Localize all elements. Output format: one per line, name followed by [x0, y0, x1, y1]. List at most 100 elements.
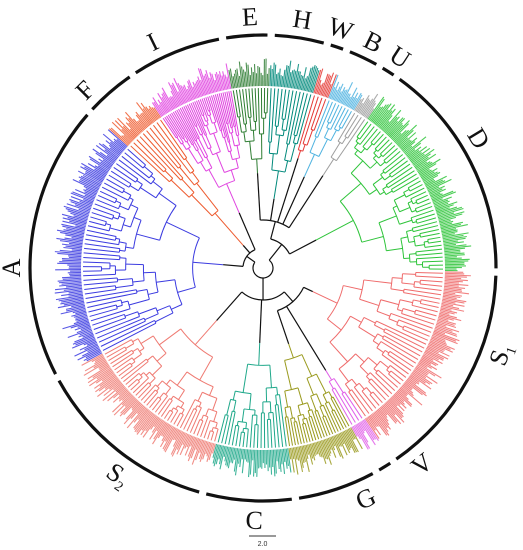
tree-branch [174, 110, 195, 145]
tree-branch [124, 152, 144, 169]
leaf-label-mark [211, 443, 216, 454]
leaf-label-mark [436, 321, 457, 329]
leaf-label-mark [250, 67, 254, 87]
tree-branch [377, 369, 399, 388]
tree-branch [198, 138, 209, 157]
leaf-label-mark [115, 384, 125, 393]
tree-branch [322, 394, 328, 403]
tree-branch [359, 365, 369, 375]
leaf-label-mark [252, 449, 256, 477]
leaf-label-mark [195, 438, 201, 450]
tree-branch [153, 124, 191, 174]
leaf-label-mark [54, 289, 83, 294]
leaf-label-mark [167, 82, 181, 107]
leaf-label-mark [392, 132, 402, 142]
tree-branch [106, 346, 126, 358]
leaf-label-mark [110, 141, 123, 153]
leaf-label-mark [120, 397, 136, 414]
leaf-label-mark [443, 244, 467, 248]
ring-segment [398, 77, 498, 269]
tree-arc [314, 135, 318, 138]
leaf-label-mark [444, 275, 467, 278]
tree-branch [271, 153, 274, 170]
leaf-label-mark [430, 192, 441, 198]
tree-branch [226, 183, 240, 214]
clade-label-e: E [241, 2, 258, 32]
leaf-label-mark [196, 79, 204, 97]
leaf-label-mark [336, 91, 342, 102]
tree-branch [279, 394, 287, 447]
clade-label-c: C [245, 506, 263, 536]
tree-branch [196, 182, 219, 211]
leaf-label-mark [222, 71, 227, 90]
tree-branch [106, 178, 125, 190]
leaf-label-mark [409, 151, 422, 162]
leaf-label-mark [316, 79, 322, 95]
tree-branch [409, 184, 423, 192]
clade-label-text: C [245, 506, 263, 536]
leaf-label-mark [135, 111, 149, 128]
tree-branch [383, 335, 421, 357]
leaf-label-mark [108, 128, 129, 147]
tree-branch [166, 379, 171, 385]
leaf-label-mark [342, 431, 352, 449]
clade-label-text: E [241, 2, 258, 32]
tree-branch [180, 402, 185, 408]
clade-label-text: B [359, 25, 387, 59]
tree-branch [332, 396, 350, 427]
leaf-label-mark [99, 363, 109, 371]
leaf-label-mark [83, 361, 108, 376]
leaf-label-mark [366, 417, 376, 431]
leaf-label-mark [156, 420, 165, 432]
tree-branch [374, 324, 385, 331]
tree-arc [169, 409, 174, 413]
tree-branch [167, 114, 184, 139]
backbone-branch [256, 173, 261, 221]
leaf-label-mark [212, 443, 218, 458]
leaf-label-mark [374, 411, 388, 429]
leaf-label-mark [84, 191, 96, 197]
leaf-label-mark [309, 66, 318, 93]
tree-arc [379, 153, 384, 157]
tree-arc [330, 156, 337, 162]
tree-branch [224, 91, 234, 128]
leaf-label-mark [176, 432, 188, 455]
leaf-label-mark [319, 440, 327, 460]
tree-branch [85, 289, 137, 300]
leaf-label-mark [131, 401, 141, 411]
tree-branch [129, 185, 139, 192]
tree-arc [410, 217, 414, 223]
leaf-label-mark [308, 443, 314, 459]
leaf-label-mark [444, 251, 461, 254]
tree-branch [98, 194, 116, 204]
tree-branch [387, 354, 412, 371]
leaf-label-mark [406, 378, 427, 394]
tree-branch [369, 189, 378, 195]
leaf-label-mark [328, 74, 339, 99]
tree-branch [282, 130, 285, 136]
scale-bar-label: 2.0 [258, 541, 268, 548]
leaf-label-mark [184, 434, 192, 449]
tree-branch [94, 203, 121, 214]
leaf-label-mark [233, 73, 238, 89]
leaf-label-mark [436, 206, 463, 216]
tree-branch [196, 149, 204, 161]
tree-branch [171, 304, 183, 310]
tree-branch [170, 407, 174, 412]
leaf-label-mark [403, 145, 413, 154]
tree-branch [236, 145, 241, 158]
tree-branch [186, 409, 198, 432]
leaf-label-mark [61, 276, 82, 279]
tree-branch [217, 414, 226, 443]
leaf-label-mark [407, 377, 417, 385]
tree-branch [84, 243, 120, 250]
leaf-label-mark [273, 64, 277, 87]
leaf-label-mark [443, 291, 456, 295]
tree-arc [146, 289, 150, 300]
tree-branch [241, 408, 245, 423]
tree-branch [386, 369, 391, 373]
tree-branch [207, 430, 211, 440]
leaf-label-mark [428, 342, 445, 351]
tree-arc [169, 177, 174, 183]
clade-label-text: U [384, 40, 416, 75]
